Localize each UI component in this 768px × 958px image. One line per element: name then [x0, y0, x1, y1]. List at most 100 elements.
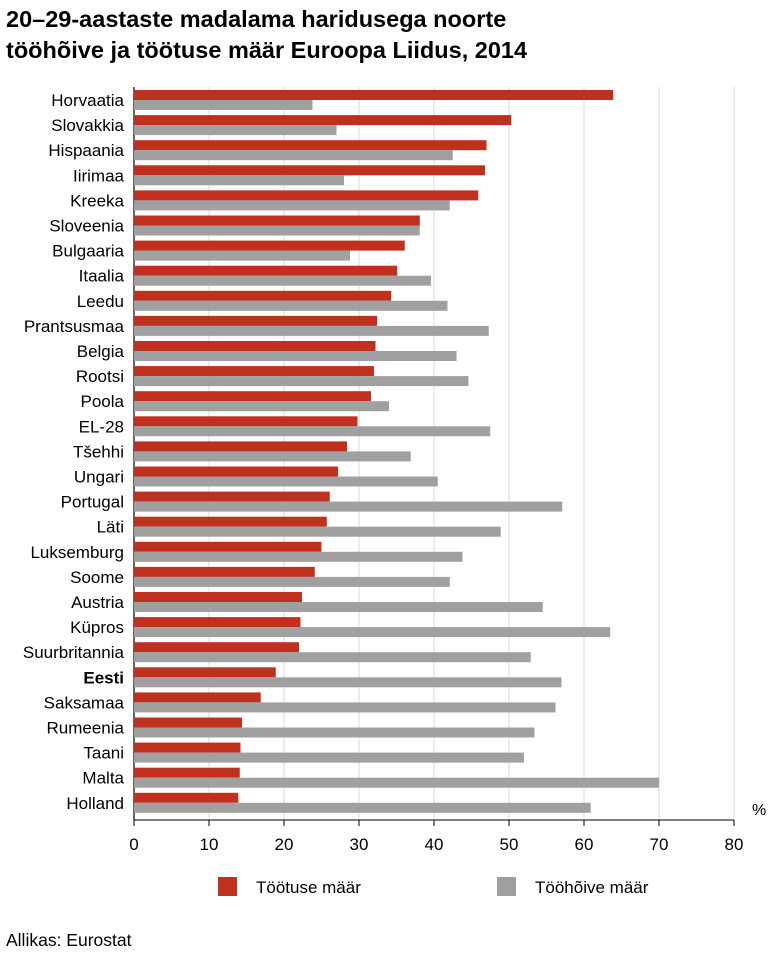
bar-toohoive-maar: [134, 777, 659, 788]
category-label: Poola: [81, 392, 125, 411]
category-labels: Horvaatia Slovakkia Hispaania Iirimaa Kreeka…: [23, 91, 125, 813]
legend-swatch: [497, 877, 516, 896]
bar-toohoive-maar: [134, 752, 524, 763]
bar-tootuse-maar: [134, 341, 376, 351]
category-label: Malta: [82, 769, 124, 788]
bar-tootuse-maar: [134, 592, 302, 602]
bar-tootuse-maar: [134, 742, 241, 753]
x-tick-label: 0: [129, 835, 138, 854]
bar-toohoive-maar: [134, 627, 611, 638]
unit-label: %: [752, 802, 766, 819]
x-axis-ticks: 0 10 20 30 40 50 60 70 80: [129, 819, 744, 854]
bar-toohoive-maar: [134, 175, 344, 186]
bar-toohoive-maar: [134, 677, 562, 688]
bar-tootuse-maar: [134, 717, 242, 728]
bar-tootuse-maar: [134, 265, 398, 276]
category-label: Austria: [71, 593, 124, 612]
bar-tootuse-maar: [134, 391, 371, 402]
bar-toohoive-maar: [134, 476, 438, 487]
category-label: Suurbritannia: [23, 643, 125, 662]
bar-tootuse-maar: [134, 165, 485, 176]
bar-tootuse-maar: [134, 516, 327, 527]
bar-toohoive-maar: [134, 802, 591, 813]
bar-tootuse-maar: [134, 115, 512, 126]
bar-tootuse-maar: [134, 667, 276, 678]
bar-toohoive-maar: [134, 376, 469, 387]
category-label: Taani: [83, 744, 124, 763]
category-label: Holland: [66, 794, 124, 813]
bar-toohoive-maar: [134, 526, 501, 537]
category-label: Horvaatia: [51, 91, 124, 110]
x-tick-label: 70: [650, 835, 669, 854]
bars: [134, 90, 659, 813]
bar-toohoive-maar: [134, 652, 531, 663]
category-label: Luksemburg: [30, 543, 124, 562]
bar-toohoive-maar: [134, 225, 420, 236]
bar-tootuse-maar: [134, 441, 347, 452]
category-label: Eesti: [83, 668, 124, 687]
bar-tootuse-maar: [134, 240, 405, 251]
category-label: Rumeenia: [47, 719, 125, 738]
category-label: Slovakkia: [51, 116, 124, 135]
x-tick-label: 10: [200, 835, 219, 854]
bar-toohoive-maar: [134, 100, 313, 110]
category-label: Hispaania: [48, 141, 124, 160]
category-label: Soome: [70, 568, 124, 587]
bar-toohoive-maar: [134, 602, 543, 612]
category-label: Iirimaa: [73, 166, 125, 185]
bar-tootuse-maar: [134, 90, 614, 100]
bar-tootuse-maar: [134, 617, 301, 628]
bar-tootuse-maar: [134, 466, 338, 477]
bar-tootuse-maar: [134, 315, 377, 326]
bar-toohoive-maar: [134, 300, 448, 311]
bar-toohoive-maar: [134, 275, 431, 286]
chart-title: 20–29-aastaste madalama haridusega noort…: [6, 4, 762, 66]
bar-toohoive-maar: [134, 125, 337, 136]
category-label: Prantsusmaa: [24, 317, 125, 336]
bar-tootuse-maar: [134, 190, 479, 201]
x-tick-label: 80: [725, 835, 744, 854]
bar-tootuse-maar: [134, 290, 392, 301]
category-label: Rootsi: [76, 367, 124, 386]
category-label: Portugal: [61, 493, 124, 512]
bar-tootuse-maar: [134, 792, 239, 803]
category-label: Saksamaa: [44, 693, 125, 712]
category-label: Leedu: [77, 292, 124, 311]
legend-label: Töötuse määr: [256, 878, 361, 897]
bar-tootuse-maar: [134, 541, 322, 552]
bar-toohoive-maar: [134, 501, 563, 512]
bar-toohoive-maar: [134, 351, 457, 361]
category-label: Bulgaaria: [52, 242, 124, 261]
bar-toohoive-maar: [134, 576, 450, 587]
x-tick-label: 20: [275, 835, 294, 854]
bar-tootuse-maar: [134, 566, 315, 577]
bar-tootuse-maar: [134, 692, 261, 703]
category-label: Sloveenia: [49, 217, 124, 236]
bar-chart: Horvaatia Slovakkia Hispaania Iirimaa Kreeka…: [23, 87, 766, 897]
category-label: Tšehhi: [73, 442, 124, 461]
x-tick-label: 40: [425, 835, 444, 854]
category-label: Ungari: [74, 468, 124, 487]
legend: Töötuse määr Tööhõive määr: [218, 877, 649, 897]
bar-toohoive-maar: [134, 727, 535, 738]
bar-tootuse-maar: [134, 366, 374, 377]
bar-tootuse-maar: [134, 215, 420, 226]
x-tick-label: 50: [500, 835, 519, 854]
x-tick-label: 60: [575, 835, 594, 854]
category-label: Itaalia: [79, 267, 125, 286]
source-note: Allikas: Eurostat: [6, 930, 132, 950]
x-tick-label: 30: [350, 835, 369, 854]
bar-tootuse-maar: [134, 416, 358, 427]
category-label: EL-28: [79, 417, 124, 436]
chart-title-line1: 20–29-aastaste madalama haridusega noort…: [6, 6, 507, 32]
bar-toohoive-maar: [134, 150, 453, 161]
bar-toohoive-maar: [134, 426, 491, 437]
bar-toohoive-maar: [134, 551, 463, 562]
bar-toohoive-maar: [134, 200, 450, 211]
legend-label: Tööhõive määr: [535, 878, 649, 897]
bar-toohoive-maar: [134, 451, 411, 462]
bar-tootuse-maar: [134, 767, 240, 778]
legend-swatch: [218, 877, 237, 896]
bar-tootuse-maar: [134, 140, 487, 151]
category-label: Belgia: [77, 342, 125, 361]
